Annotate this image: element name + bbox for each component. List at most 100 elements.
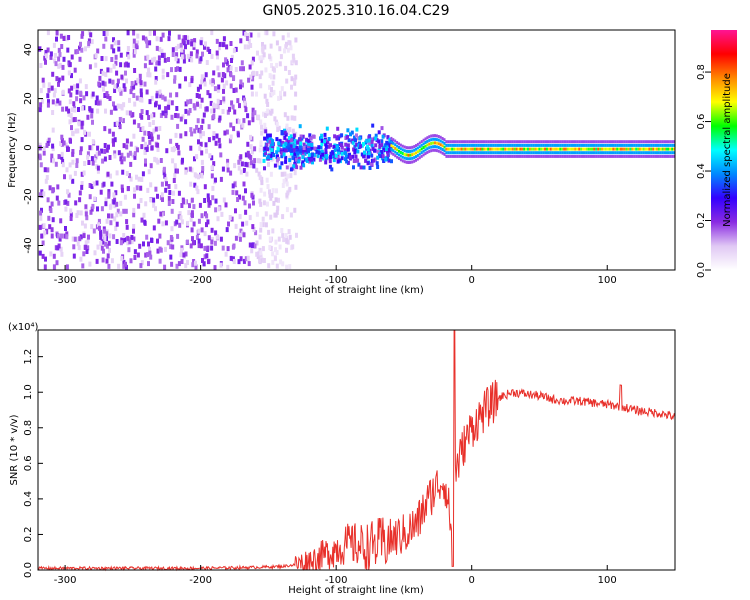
spectrogram-cell-1354 <box>241 122 245 128</box>
spectrogram-cell-460 <box>167 99 171 105</box>
spectrogram-cell-981 <box>201 165 205 171</box>
spectrogram-cell-2620 <box>633 140 636 144</box>
spectrogram-cell-859 <box>128 150 132 156</box>
spectrogram-cell-2405 <box>551 140 554 144</box>
spectrogram-cell-2397 <box>547 147 550 151</box>
spectrogram-cell-608 <box>244 256 248 262</box>
spectrogram-cell-2000 <box>398 142 400 146</box>
spectrogram-cell-1843 <box>299 148 303 153</box>
spectrogram-cell-1254 <box>106 94 110 99</box>
spectrogram-cell-2706 <box>665 143 668 147</box>
spectrogram-cell-2143 <box>451 151 454 155</box>
spectrogram-cell-1801 <box>265 142 269 147</box>
spectrogram-cell-2174 <box>462 154 465 158</box>
spectrogram-cell-2594 <box>621 154 624 158</box>
spectrogram-cell-1157 <box>164 113 168 119</box>
spectrogram-cell-437 <box>229 41 233 46</box>
spectrogram-cell-2350 <box>530 140 533 144</box>
spectrogram-cell-2234 <box>485 154 488 158</box>
spectrogram-cell-1592 <box>264 151 267 156</box>
spectrogram-cell-737 <box>287 229 291 235</box>
spectrogram-cell-505 <box>167 36 171 42</box>
spectrogram-cell-293 <box>132 224 136 229</box>
spectrogram-cell-2144 <box>451 154 454 158</box>
spectrogram-cell-2285 <box>506 140 509 144</box>
spectrogram-cell-1882 <box>310 143 314 147</box>
spectrogram-cell-721 <box>186 260 189 265</box>
spectrogram-cell-1531 <box>337 136 340 141</box>
spectrogram-cell-1300 <box>62 140 66 146</box>
spectrogram-cell-934 <box>109 67 113 73</box>
spectrogram-cell-2014 <box>401 159 404 163</box>
spectrogram-cell-655 <box>194 264 198 270</box>
spectrogram-cell-1508 <box>320 133 324 138</box>
spectrogram-cell-1886 <box>355 133 358 138</box>
spectrogram-cell-57 <box>141 171 145 177</box>
spectrogram-cell-1463 <box>125 224 129 230</box>
spectrogram-cell-2187 <box>468 147 471 151</box>
spectrogram-cell-216 <box>115 239 119 244</box>
spectrogram-cell-1627 <box>386 135 390 140</box>
spectrogram-cell-596 <box>267 161 270 167</box>
spectrogram-cell-788 <box>78 56 82 62</box>
spectrogram-cell-1144 <box>83 244 87 250</box>
spectrogram-cell-876 <box>100 56 104 61</box>
spectrogram-cell-123 <box>269 214 273 220</box>
spectrogram-cell-816 <box>253 243 257 249</box>
spectrogram-cell-631 <box>286 32 290 38</box>
spectrogram-cell-799 <box>155 93 159 99</box>
spectrogram-cell-978 <box>207 259 210 265</box>
spectrogram-cell-1428 <box>273 256 277 262</box>
spectrogram-cell-690 <box>231 256 235 262</box>
spectrogram-cell-1452 <box>210 108 214 114</box>
spectrogram-cell-2079 <box>426 150 429 154</box>
spectrogram-cell-385 <box>130 85 134 91</box>
spectrogram-cell-161 <box>285 236 289 242</box>
spectrogram-cell-1016 <box>200 227 204 233</box>
spectrogram-cell-2028 <box>407 157 410 161</box>
spectrogram-cell-298 <box>152 112 156 118</box>
spectrogram-cell-140 <box>192 221 196 227</box>
spectrogram-cell-2089 <box>430 149 433 153</box>
spectrogram-cell-2582 <box>618 147 621 151</box>
snr-y-tick-label-5: 1.0 <box>23 384 34 400</box>
spectrogram-cell-1949 <box>378 154 382 159</box>
spectrogram-cell-2235 <box>487 140 490 144</box>
spectrogram-cell-1933 <box>268 133 272 138</box>
spectrogram-cell-1074 <box>96 145 100 151</box>
spectrogram-cell-2613 <box>629 151 632 155</box>
spectrogram-cell-113 <box>182 58 186 64</box>
spectrogram-cell-920 <box>132 30 136 36</box>
spectrogram-cell-2671 <box>652 143 655 147</box>
spectrogram-cell-2071 <box>424 141 427 144</box>
spectrogram-cell-44 <box>236 98 240 104</box>
spectrogram-cell-2040 <box>413 145 416 149</box>
spectrogram-cell-1451 <box>257 114 260 120</box>
spectrogram-cell-1521 <box>323 132 327 137</box>
spectrogram-cell-2532 <box>599 147 602 151</box>
spectrogram-cell-569 <box>231 189 235 195</box>
spectrogram-cell-402 <box>197 139 200 145</box>
spectrogram-cell-292 <box>176 58 180 64</box>
spectrogram-cell-1260 <box>263 44 267 50</box>
spectrogram-cell-1479 <box>126 186 130 192</box>
spectrogram-cell-2402 <box>549 147 552 151</box>
spectrogram-cell-2217 <box>479 147 482 151</box>
spectrogram-cell-1986 <box>392 141 395 145</box>
spectrogram-cell-2698 <box>661 151 664 155</box>
spectrogram-cell-2550 <box>606 140 609 144</box>
spectrogram-cell-444 <box>67 111 71 117</box>
spectrogram-cell-2216 <box>479 143 482 147</box>
spectrogram-cell-1162 <box>88 261 92 267</box>
spectrogram-cell-1227 <box>91 119 94 125</box>
spectrogram-cell-1478 <box>259 140 263 146</box>
spectrogram-cell-1883 <box>340 133 344 138</box>
spectrogram-cell-860 <box>124 70 127 76</box>
spectrogram-cell-91 <box>293 170 297 176</box>
spectrogram-cell-2020 <box>405 146 408 150</box>
spectrogram-cell-1034 <box>125 219 129 225</box>
spectrogram-cell-2067 <box>422 146 425 149</box>
spectrogram-cell-887 <box>38 107 42 113</box>
spectrogram-cell-2446 <box>566 143 569 147</box>
spectrogram-cell-535 <box>250 60 254 66</box>
